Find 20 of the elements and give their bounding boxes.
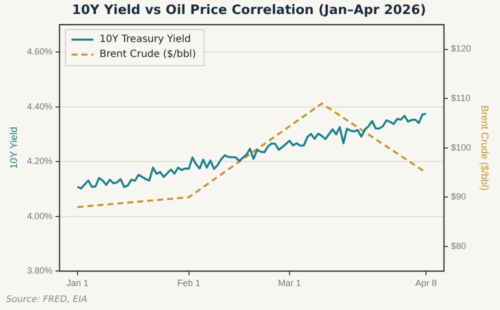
y2-axis-title: Brent Crude ($/bbl) bbox=[478, 105, 490, 190]
x-tick-label: Mar 1 bbox=[278, 278, 301, 288]
y-tick-label: 3.80% bbox=[26, 266, 53, 276]
y2-tick-label: $90 bbox=[450, 192, 466, 202]
source-note: Source: FRED, EIA bbox=[6, 295, 88, 305]
x-tick-label: Feb 1 bbox=[177, 278, 200, 288]
legend-label: Brent Crude ($/bbl) bbox=[100, 49, 196, 60]
y-tick-label: 4.40% bbox=[26, 101, 53, 112]
chart-title: 10Y Yield vs Oil Price Correlation (Jan–Apr 2026) bbox=[72, 3, 426, 18]
y-axis-title: 10Y Yield bbox=[8, 126, 20, 169]
x-tick-label: Apr 8 bbox=[415, 278, 437, 288]
y2-tick-label: $120 bbox=[450, 44, 472, 54]
y-tick-label: 4.60% bbox=[26, 46, 53, 56]
x-tick-label: Jan 1 bbox=[66, 278, 88, 288]
legend-label: 10Y Treasury Yield bbox=[100, 34, 191, 46]
y2-tick-label: $110 bbox=[450, 93, 470, 104]
y-tick-label: 4.00% bbox=[26, 210, 53, 221]
y2-tick-label: $80 bbox=[450, 241, 466, 252]
y2-tick-label: $100 bbox=[450, 142, 472, 152]
y-tick-label: 4.20% bbox=[26, 156, 53, 166]
